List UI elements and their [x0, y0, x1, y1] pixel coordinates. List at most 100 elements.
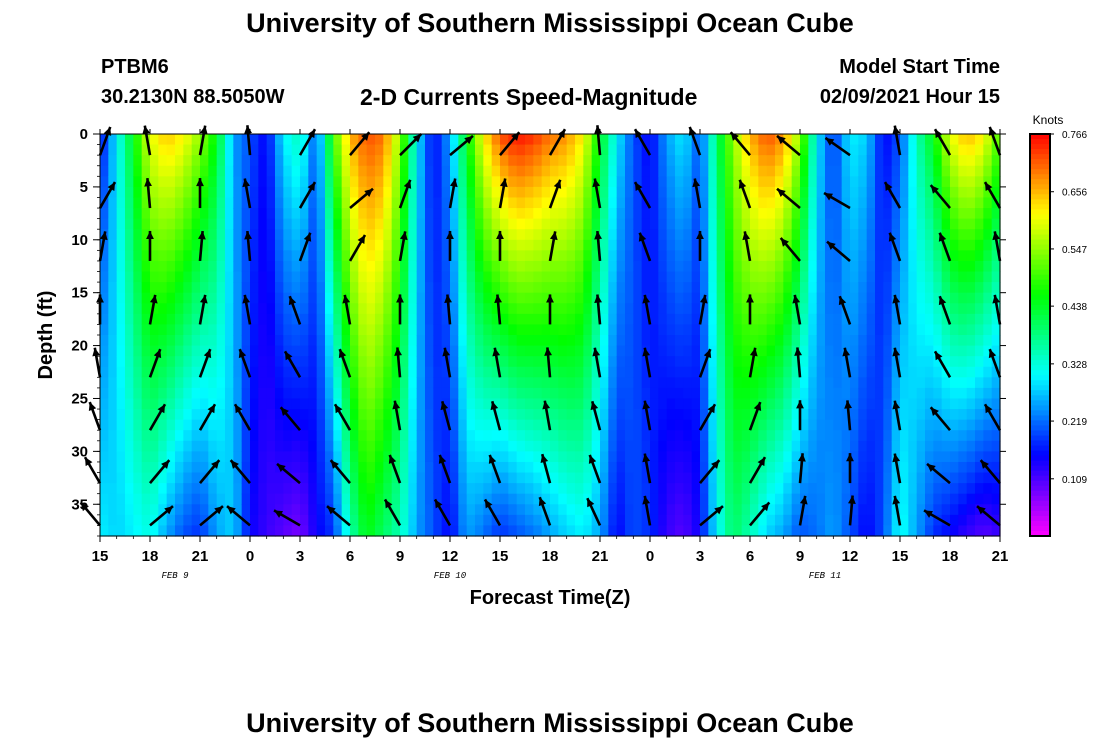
colorbar-step — [1030, 269, 1050, 276]
heatmap-cell — [658, 155, 668, 167]
heatmap-cell — [716, 419, 726, 431]
heatmap-cell — [633, 176, 643, 188]
heatmap-cell — [258, 356, 268, 368]
heatmap-cell — [591, 165, 601, 177]
heatmap-cell — [925, 451, 934, 463]
heatmap-cell — [775, 197, 784, 209]
heatmap-cell — [291, 514, 301, 527]
heatmap-cell — [700, 250, 709, 262]
heatmap-cell — [208, 409, 218, 421]
heatmap-cell — [708, 356, 718, 368]
heatmap-cell — [800, 155, 809, 167]
heatmap-cell — [266, 324, 276, 336]
heatmap-cell — [375, 282, 384, 294]
heatmap-cell — [975, 461, 984, 474]
heatmap-cell — [458, 345, 468, 357]
heatmap-cell — [591, 208, 601, 220]
heatmap-cell — [583, 483, 593, 495]
heatmap-cell — [325, 335, 334, 347]
heatmap-cell — [850, 239, 859, 251]
heatmap-cell — [216, 292, 226, 304]
heatmap-cell — [841, 155, 851, 167]
heatmap-cell — [358, 356, 368, 368]
heatmap-cell — [416, 134, 426, 146]
heatmap-cell — [666, 250, 676, 262]
heatmap-cell — [950, 271, 959, 283]
current-vector — [388, 454, 402, 484]
heatmap-cell — [466, 451, 476, 463]
heatmap-cell — [233, 176, 243, 188]
heatmap-cell — [750, 292, 759, 304]
vector-head — [642, 453, 651, 463]
heatmap-cell — [375, 186, 384, 199]
heatmap-cell — [991, 451, 1001, 463]
heatmap-cell — [291, 282, 301, 294]
heatmap-cell — [925, 514, 934, 527]
heatmap-cell — [391, 239, 401, 251]
heatmap-cell — [133, 292, 143, 304]
heatmap-cell — [850, 440, 859, 452]
heatmap-cell — [275, 239, 284, 251]
heatmap-cell — [125, 525, 134, 537]
heatmap-cell — [683, 260, 693, 273]
current-vector — [392, 400, 402, 431]
heatmap-cell — [283, 260, 293, 273]
heatmap-cell — [416, 313, 426, 326]
heatmap-cell — [841, 176, 851, 188]
colorbar-step — [1030, 149, 1050, 155]
heatmap-cell — [450, 345, 459, 357]
vector-head — [199, 125, 208, 135]
colorbar-step — [1030, 244, 1050, 251]
heatmap-cell — [666, 197, 676, 209]
heatmap-cell — [241, 155, 251, 167]
heatmap-cell — [508, 218, 518, 230]
heatmap-cell — [883, 144, 893, 156]
heatmap-cell — [341, 514, 351, 527]
heatmap-cell — [716, 356, 726, 368]
heatmap-cell — [250, 292, 259, 304]
heatmap-cell — [791, 155, 801, 167]
heatmap-cell — [741, 155, 751, 167]
heatmap-cell — [258, 144, 268, 156]
heatmap-cell — [875, 250, 884, 262]
heatmap-cell — [516, 409, 526, 421]
heatmap-cell — [358, 335, 368, 347]
heatmap-cell — [425, 451, 434, 463]
heatmap-cell — [600, 440, 609, 452]
heatmap-cell — [941, 229, 951, 241]
heatmap-cell — [800, 366, 809, 378]
heatmap-cell — [975, 440, 984, 452]
heatmap-cell — [175, 356, 184, 368]
colorbar-step — [1030, 475, 1050, 482]
heatmap-cell — [225, 451, 234, 463]
heatmap-cell — [866, 134, 876, 146]
heatmap-cell — [941, 387, 951, 400]
heatmap-cell — [800, 176, 809, 188]
heatmap-cell — [158, 303, 168, 315]
heatmap-cell — [575, 197, 584, 209]
y-tick-label: 15 — [71, 285, 88, 302]
heatmap-cell — [958, 303, 968, 315]
current-vector — [98, 231, 108, 262]
heatmap-cell — [925, 144, 934, 156]
heatmap-cell — [733, 208, 743, 220]
heatmap-cell — [700, 186, 709, 199]
heatmap-cell — [816, 335, 826, 347]
heatmap-cell — [883, 440, 893, 452]
heatmap-cell — [258, 271, 268, 283]
heatmap-cell — [966, 504, 976, 516]
heatmap-cell — [283, 366, 293, 378]
heatmap-cell — [816, 345, 826, 357]
heatmap-cell — [150, 208, 159, 220]
heatmap-cell — [691, 409, 701, 421]
heatmap-cell — [333, 483, 343, 495]
heatmap-cell — [691, 250, 701, 262]
heatmap-cell — [300, 313, 309, 326]
current-vector — [842, 347, 852, 378]
heatmap-cell — [675, 282, 684, 294]
heatmap-cell — [541, 356, 551, 368]
heatmap-cell — [925, 483, 934, 495]
heatmap-cell — [366, 430, 376, 442]
heatmap-cell — [791, 514, 801, 527]
heatmap-cell — [208, 271, 218, 283]
